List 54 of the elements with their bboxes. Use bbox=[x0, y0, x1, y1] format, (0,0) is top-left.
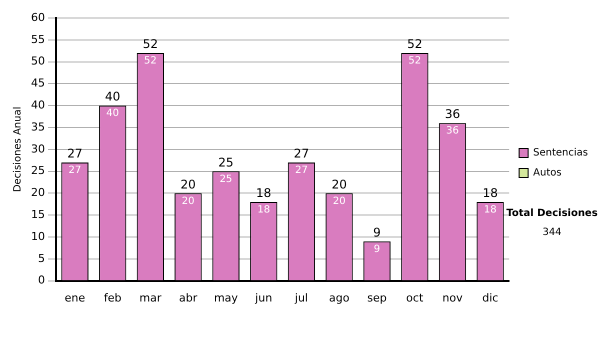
total-label: 18 bbox=[256, 186, 272, 200]
total-label: 20 bbox=[180, 177, 196, 192]
x-tick-label: nov bbox=[442, 291, 464, 304]
x-tick-label: sep bbox=[367, 291, 387, 304]
total-label: 36 bbox=[444, 107, 460, 122]
data-label: 20 bbox=[332, 196, 346, 207]
y-axis-title: Decisiones Anual bbox=[12, 106, 24, 192]
x-tick-label: may bbox=[214, 291, 238, 304]
y-tick-label: 35 bbox=[30, 120, 45, 134]
y-tick-label: 30 bbox=[30, 142, 45, 156]
x-tick-label: ene bbox=[64, 291, 86, 304]
data-label: 18 bbox=[484, 204, 497, 216]
data-label: 52 bbox=[144, 56, 157, 67]
x-tick-label: feb bbox=[104, 291, 122, 304]
y-tick-label: 50 bbox=[30, 54, 45, 68]
total-label: 27 bbox=[294, 146, 310, 161]
x-tick-label: ago bbox=[328, 291, 350, 304]
x-tick-label: dic bbox=[482, 291, 498, 304]
legend-label: Sentencias bbox=[533, 148, 588, 159]
x-tick-label: mar bbox=[139, 291, 162, 304]
total-label: 20 bbox=[332, 177, 347, 192]
y-tick-label: 0 bbox=[38, 274, 45, 287]
data-label: 18 bbox=[257, 204, 270, 216]
x-tick-label: oct bbox=[406, 291, 424, 304]
total-label: 25 bbox=[218, 155, 234, 170]
text: 344 bbox=[541, 227, 563, 238]
y-tick-label: 25 bbox=[30, 164, 45, 178]
total-label: 52 bbox=[407, 37, 422, 52]
total-label: 52 bbox=[142, 37, 158, 52]
y-tick-label: 60 bbox=[30, 10, 45, 24]
total-label: 18 bbox=[482, 186, 498, 200]
data-label: 52 bbox=[408, 56, 422, 67]
y-tick-label: 10 bbox=[30, 230, 45, 243]
y-tick-label: 5 bbox=[38, 252, 45, 265]
data-label: 9 bbox=[374, 244, 380, 255]
legend-label: Autos bbox=[533, 168, 562, 179]
x-tick-label: abr bbox=[179, 291, 198, 304]
data-label: 20 bbox=[182, 196, 195, 207]
total-label: 27 bbox=[67, 146, 83, 161]
data-label: 36 bbox=[446, 126, 459, 137]
data-label: 27 bbox=[295, 165, 308, 176]
total-label: 40 bbox=[105, 90, 120, 104]
y-tick-label: 55 bbox=[30, 32, 45, 46]
x-tick-label: jun bbox=[254, 291, 272, 304]
data-label: 27 bbox=[68, 165, 82, 176]
data-label: 40 bbox=[106, 108, 120, 120]
y-tick-label: 20 bbox=[30, 186, 45, 200]
y-tick-label: 45 bbox=[30, 76, 45, 90]
total-label: 9 bbox=[373, 226, 381, 240]
x-tick-label: jul bbox=[294, 291, 308, 304]
y-tick-label: 15 bbox=[30, 208, 45, 221]
y-tick-label: 40 bbox=[30, 98, 45, 112]
data-label: 25 bbox=[220, 174, 232, 185]
annotation: Total Decisiones bbox=[505, 208, 599, 219]
